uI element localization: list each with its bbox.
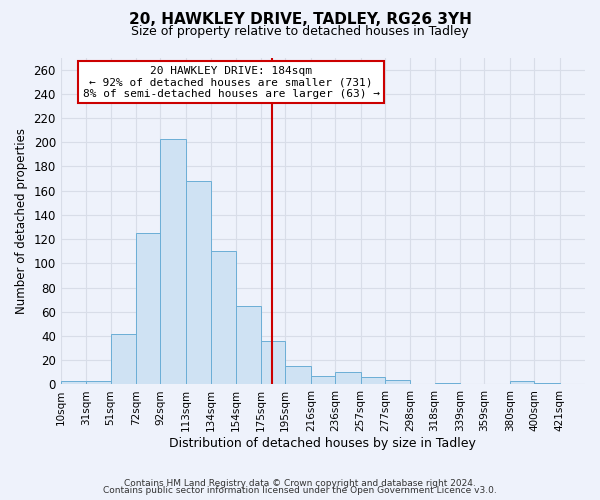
Bar xyxy=(385,380,410,384)
Text: Size of property relative to detached houses in Tadley: Size of property relative to detached ho… xyxy=(131,25,469,38)
Bar xyxy=(86,381,110,384)
Bar xyxy=(211,252,236,384)
Text: 20, HAWKLEY DRIVE, TADLEY, RG26 3YH: 20, HAWKLEY DRIVE, TADLEY, RG26 3YH xyxy=(128,12,472,28)
Bar xyxy=(186,181,211,384)
X-axis label: Distribution of detached houses by size in Tadley: Distribution of detached houses by size … xyxy=(169,437,476,450)
Bar xyxy=(311,376,335,384)
Bar xyxy=(110,334,136,384)
Bar xyxy=(534,383,560,384)
Bar xyxy=(136,233,160,384)
Bar xyxy=(160,138,186,384)
Bar xyxy=(236,306,261,384)
Text: Contains public sector information licensed under the Open Government Licence v3: Contains public sector information licen… xyxy=(103,486,497,495)
Text: 20 HAWKLEY DRIVE: 184sqm
← 92% of detached houses are smaller (731)
8% of semi-d: 20 HAWKLEY DRIVE: 184sqm ← 92% of detach… xyxy=(83,66,380,99)
Bar xyxy=(61,381,86,384)
Bar xyxy=(434,383,460,384)
Bar xyxy=(261,341,285,384)
Bar xyxy=(285,366,311,384)
Text: Contains HM Land Registry data © Crown copyright and database right 2024.: Contains HM Land Registry data © Crown c… xyxy=(124,478,476,488)
Bar xyxy=(361,377,385,384)
Bar xyxy=(510,381,534,384)
Y-axis label: Number of detached properties: Number of detached properties xyxy=(15,128,28,314)
Bar xyxy=(335,372,361,384)
